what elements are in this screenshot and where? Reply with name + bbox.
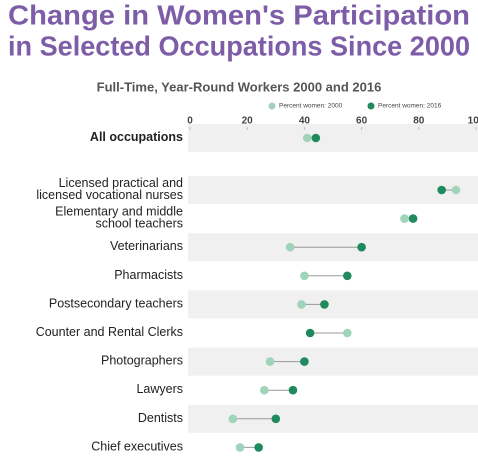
legend-marker (268, 102, 276, 110)
dot (254, 443, 263, 452)
dot (408, 214, 418, 223)
category-label: Dentists (138, 411, 183, 425)
dot (343, 328, 352, 338)
category-label: Postsecondary teachers (49, 297, 183, 311)
dot (437, 185, 446, 195)
category-label: Lawyers (136, 382, 183, 396)
legend-marker (367, 102, 375, 110)
category-label: Elementary and middle school teachers (55, 205, 183, 231)
x-tick-label: 20 (242, 116, 254, 127)
dot (451, 185, 461, 195)
x-tick-label: 60 (356, 116, 368, 127)
dot (260, 385, 269, 395)
row-band (188, 124, 478, 152)
row-band (188, 290, 478, 319)
category-label: All occupations (90, 130, 183, 144)
category-label: Counter and Rental Clerks (36, 325, 183, 339)
chart-title: Change in Women's Participation in Select… (8, 0, 470, 62)
dot (271, 414, 281, 424)
dot (357, 242, 366, 252)
category-label: Photographers (101, 354, 183, 368)
dot (343, 271, 352, 281)
dot (300, 271, 309, 281)
dot (305, 328, 315, 338)
dot (235, 443, 245, 452)
category-label: Chief executives (91, 440, 183, 454)
dot (300, 357, 309, 366)
x-tick-label: 0 (187, 116, 193, 127)
dot (320, 300, 329, 309)
dot (285, 242, 295, 252)
dot (288, 385, 298, 395)
dot (297, 300, 306, 309)
dot (302, 133, 312, 143)
x-tick-label: 100 (468, 116, 478, 127)
legend-label: Percent women: 2016 (378, 103, 442, 110)
dot (265, 357, 275, 366)
row-band (188, 347, 478, 376)
category-label: Veterinarians (110, 239, 183, 253)
dot (311, 133, 321, 143)
category-label: Licensed practical and licensed vocationa… (36, 176, 183, 202)
row-band (188, 176, 478, 204)
legend-label: Percent women: 2000 (279, 103, 343, 110)
category-label: Pharmacists (114, 268, 183, 282)
chart-subtitle: Full-Time, Year-Round Workers 2000 and 2… (97, 79, 382, 94)
x-tick-label: 80 (413, 116, 425, 127)
dot (228, 414, 238, 424)
dot (400, 214, 409, 223)
x-tick-label: 40 (299, 116, 311, 127)
